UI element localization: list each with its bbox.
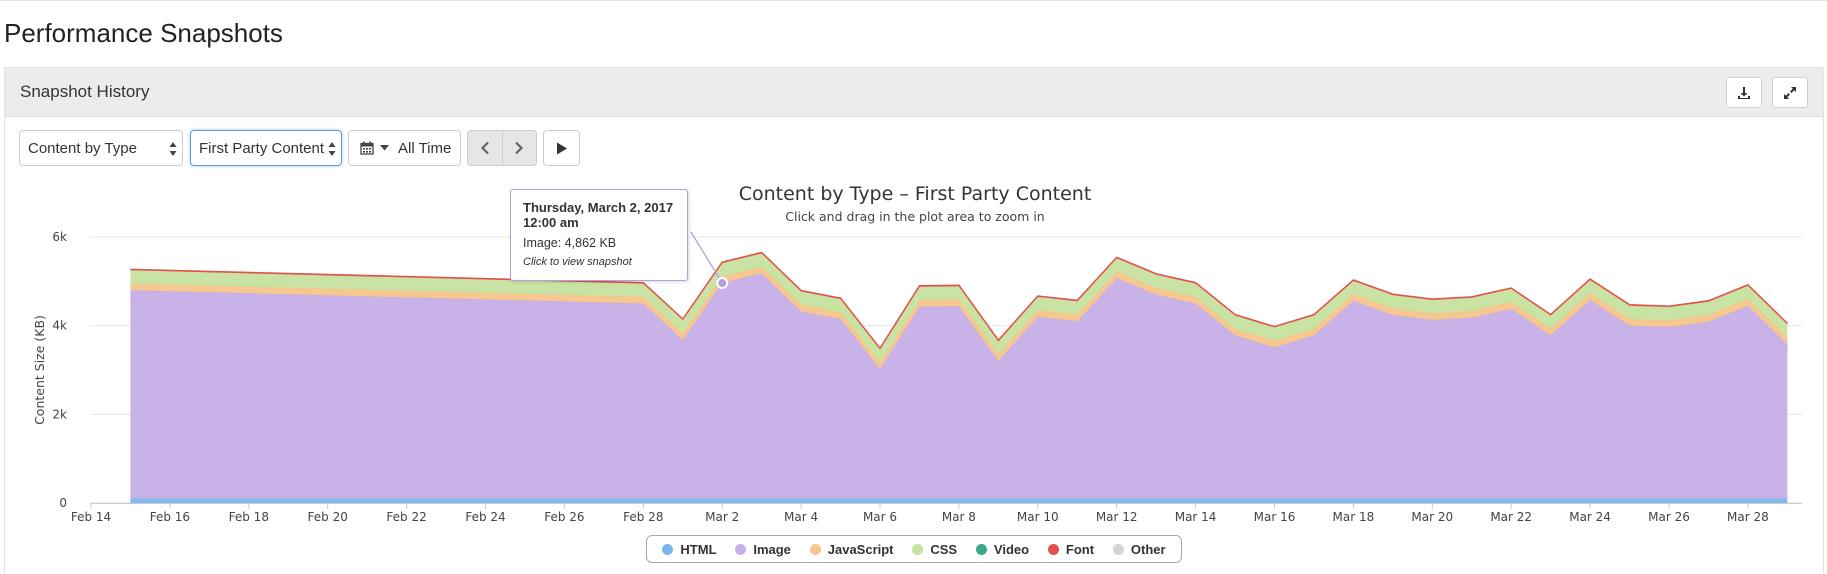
x-tick-label: Mar 22 [1490,510,1532,524]
x-tick-label: Feb 18 [229,510,269,524]
line-font [130,251,1788,350]
x-tick-label: Mar 14 [1175,510,1217,524]
tooltip-date: Thursday, March 2, 2017 [523,200,674,215]
x-tick-label: Feb 26 [544,510,584,524]
legend-label: Video [993,541,1030,557]
metric-select[interactable]: Content by Type [19,130,183,166]
x-axis-ticks: Feb 14 Feb 16 Feb 18 Feb 20 Feb 22 Feb 24 Feb … [71,503,1769,524]
legend-label: HTML [680,541,717,557]
caret-down-icon [380,145,389,151]
play-icon [556,142,567,154]
legend-label: Font [1065,541,1095,557]
metric-select-value: Content by Type [28,139,137,157]
expand-button[interactable] [1772,77,1808,108]
x-tick-label: Mar 16 [1254,510,1296,524]
legend-label: CSS [930,541,958,557]
select-arrows-icon [169,142,177,156]
y-tick-label: 6k [52,230,67,244]
y-tick-label: 4k [52,319,67,333]
legend-dot [1112,543,1124,555]
x-tick-label: Feb 20 [308,510,348,524]
x-tick-label: Mar 4 [784,510,818,524]
tooltip-hint: Click to view snapshot [523,256,632,268]
party-select-value: First Party Content [199,139,325,157]
legend-item-javascript[interactable]: JavaScript [809,541,894,557]
legend-dot [662,543,674,555]
snapshot-tooltip[interactable]: Thursday, March 2, 2017 12:00 am Image: … [510,189,688,281]
next-button[interactable] [501,131,537,165]
play-button[interactable] [543,130,580,166]
date-range-button[interactable]: All Time [348,130,461,166]
previous-button[interactable] [468,131,502,165]
x-tick-label: Feb 16 [150,510,190,524]
legend-label: Image [753,541,791,557]
x-tick-label: Feb 14 [71,510,111,524]
legend-item-image[interactable]: Image [735,542,791,557]
tooltip-time: 12:00 am [523,215,579,230]
legend-dot [735,543,747,555]
top-divider [0,0,1827,1]
x-tick-label: Mar 8 [942,510,976,524]
expand-icon [1784,86,1796,99]
select-arrows-icon [328,142,336,156]
legend-dot [809,543,821,555]
tooltip-value: Image: 4,862 KB [523,236,617,250]
panel-title: Snapshot History [20,82,150,101]
chevron-right-icon [515,141,524,155]
legend-item-video[interactable]: Video [975,541,1030,557]
legend-item-html[interactable]: HTML [662,541,717,557]
x-tick-label: Mar 26 [1648,510,1690,524]
chart-legend: HTML Image JavaScript CSS Video Font Other [646,535,1182,563]
x-tick-label: Mar 28 [1727,510,1769,524]
legend-dot [912,543,924,555]
party-select[interactable]: First Party Content [190,130,342,166]
x-tick-label: Mar 20 [1411,510,1453,524]
legend-dot [975,543,987,555]
y-tick-label: 2k [52,407,67,421]
download-icon [1738,86,1750,99]
area-html [130,498,1788,503]
x-tick-label: Feb 24 [465,510,505,524]
chart-subtitle: Click and drag in the plot area to zoom … [785,209,1044,224]
download-button[interactable] [1726,77,1762,108]
calendar-icon [360,141,374,155]
area-series [130,251,1788,503]
x-tick-label: Mar 24 [1569,510,1611,524]
x-tick-label: Feb 28 [623,510,663,524]
chevron-left-icon [480,141,489,155]
date-range-label: All Time [398,139,452,157]
snapshot-nav-group [467,130,537,166]
hover-marker [690,231,729,290]
legend-item-font[interactable]: Font [1047,541,1095,557]
hover-point [716,277,729,290]
panel-header: Snapshot History [5,68,1823,117]
legend-dot [1047,543,1059,555]
legend-label: JavaScript [827,541,894,557]
x-tick-label: Mar 10 [1017,510,1059,524]
y-axis-label: Content Size (KB) [32,315,47,425]
legend-label: Other [1130,541,1166,557]
area-css [130,253,1788,363]
chart-title: Content by Type – First Party Content [739,183,1092,205]
y-tick-label: 0 [59,496,67,510]
y-axis-ticks: 0 2k 4k 6k [52,230,67,510]
x-tick-label: Mar 2 [705,510,739,524]
x-tick-label: Mar 6 [863,510,897,524]
x-tick-label: Mar 18 [1333,510,1375,524]
tooltip-connector [690,231,723,284]
x-tick-label: Feb 22 [386,510,426,524]
area-image [130,273,1788,499]
x-tick-label: Mar 12 [1096,510,1138,524]
legend-item-css[interactable]: CSS [912,542,957,557]
page-title: Performance Snapshots [4,18,283,48]
legend-item-other[interactable]: Other [1112,541,1166,557]
area-javascript [130,266,1788,370]
